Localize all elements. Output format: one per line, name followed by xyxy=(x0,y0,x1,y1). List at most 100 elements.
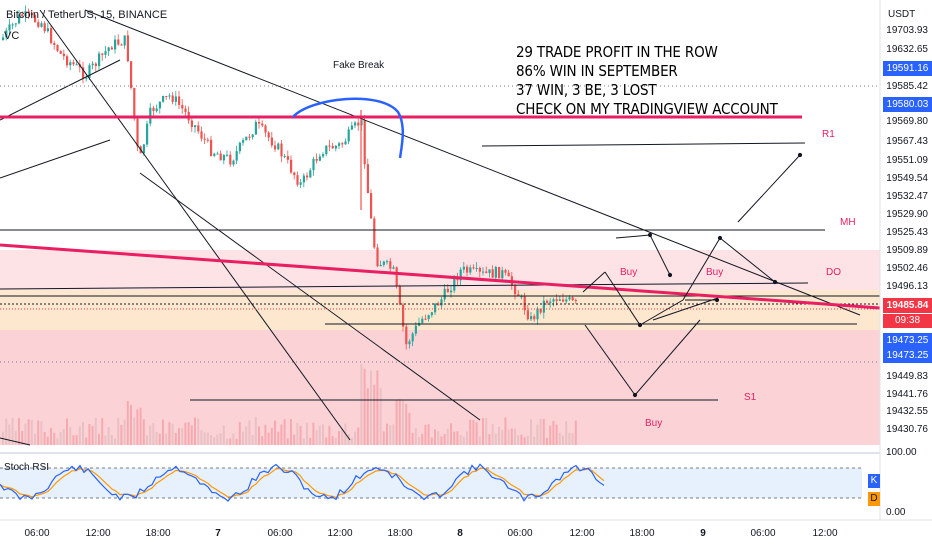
volume-bar xyxy=(158,433,161,445)
candle-body xyxy=(523,296,526,311)
candle-body xyxy=(5,30,8,38)
candle-body xyxy=(306,175,309,178)
note-line-1: 29 TRADE PROFIT IN THE ROW xyxy=(516,43,718,61)
candle-body xyxy=(402,304,405,327)
candle-body xyxy=(491,269,494,278)
price-label-tag: 19473.25 xyxy=(883,348,932,363)
volume-bar xyxy=(168,422,171,445)
note-line-3: 37 WIN, 3 BE, 3 LOST xyxy=(516,81,657,99)
volume-bar xyxy=(206,432,209,445)
volume-bar xyxy=(491,423,494,445)
candle-body xyxy=(517,294,520,297)
candle-body xyxy=(72,62,75,65)
candle-countdown: 09:38 xyxy=(883,314,932,328)
time-tick: 12:00 xyxy=(812,528,838,539)
candle-body xyxy=(190,120,193,128)
volume-bar xyxy=(437,431,440,445)
note-line-4: CHECK ON MY TRADINGVIEW ACCOUNT xyxy=(516,100,778,118)
do-label: DO xyxy=(826,267,841,278)
candle-body xyxy=(210,139,213,156)
volume-bar xyxy=(174,432,177,445)
volume-bar xyxy=(350,437,353,445)
candle-body xyxy=(43,23,46,32)
candle-body xyxy=(254,121,257,135)
candle-body xyxy=(546,300,549,303)
volume-bar xyxy=(450,423,452,445)
volume-bar xyxy=(107,427,110,445)
candle-body xyxy=(155,108,158,112)
volume-bar xyxy=(533,436,536,445)
candle-body xyxy=(440,299,443,306)
volume-bar xyxy=(283,418,286,445)
candle-body xyxy=(14,23,17,25)
arrow-head xyxy=(797,152,803,158)
candle-body xyxy=(238,142,241,152)
volume-bar xyxy=(245,426,248,445)
candle-body xyxy=(411,333,414,342)
candle-body xyxy=(504,270,507,273)
candle-body xyxy=(539,308,542,313)
candle-body xyxy=(270,137,273,146)
candle-body xyxy=(318,156,321,161)
volume-bar xyxy=(373,384,376,445)
volume-bar xyxy=(475,422,478,445)
arrow-segment xyxy=(584,324,636,396)
price-tick: 19585.42 xyxy=(886,81,928,92)
price-tick: 19632.65 xyxy=(886,44,928,55)
volume-bar xyxy=(8,424,11,445)
candle-body xyxy=(315,158,318,161)
candle-body xyxy=(30,13,33,16)
candle-body xyxy=(363,120,366,165)
lower-left-line xyxy=(0,437,31,446)
volume-bar xyxy=(114,438,116,445)
volume-bar xyxy=(443,434,446,445)
volume-bar xyxy=(254,417,257,445)
candle-body xyxy=(462,266,465,270)
buy-label-1: Buy xyxy=(620,267,638,278)
volume-bar xyxy=(296,423,299,445)
volume-bar xyxy=(187,422,190,445)
price-tick: 19567.43 xyxy=(886,136,928,147)
volume-bar xyxy=(258,426,260,445)
d-badge: D xyxy=(868,492,880,506)
buy-label-2: Buy xyxy=(706,267,724,278)
volume-bar xyxy=(75,435,78,445)
volume-bar xyxy=(414,427,417,445)
symbol-title[interactable]: Bitcoin / TetherUS, 15, BINANCE xyxy=(6,9,168,21)
arrow-head xyxy=(714,297,720,303)
volume-bar xyxy=(101,418,104,445)
candle-body xyxy=(494,266,497,278)
candle-body xyxy=(565,299,568,302)
volume-bar xyxy=(405,403,408,445)
volume-bar xyxy=(328,425,331,445)
candle-body xyxy=(206,139,209,141)
candle-body xyxy=(501,270,504,279)
volume-bar xyxy=(498,426,500,445)
candle-body xyxy=(533,316,536,320)
candle-body xyxy=(107,47,110,52)
stoch-rsi-title[interactable]: Stoch RSI xyxy=(4,462,50,473)
volume-bar xyxy=(142,419,145,445)
diag-line-b xyxy=(0,139,111,179)
volume-bar xyxy=(216,434,219,445)
indicator-short-label[interactable]: VC xyxy=(4,30,20,42)
volume-bar xyxy=(130,404,132,445)
price-tick: 19449.83 xyxy=(886,371,928,382)
mh-label: MH xyxy=(840,217,856,228)
price-unit[interactable]: USDT xyxy=(888,9,916,20)
volume-bar xyxy=(104,435,107,445)
time-tick: 12:00 xyxy=(327,528,353,539)
candle-body xyxy=(18,14,21,24)
price-label-tag: 19580.03 xyxy=(883,97,932,112)
k-badge: K xyxy=(868,474,880,488)
candle-body xyxy=(395,267,398,287)
candle-body xyxy=(530,316,533,320)
volume-bar xyxy=(59,432,62,445)
price-tick: 19532.47 xyxy=(886,191,928,202)
candle-body xyxy=(136,118,139,147)
arrow-head xyxy=(647,232,653,238)
time-tick: 06:00 xyxy=(507,528,533,539)
candle-body xyxy=(357,122,360,126)
